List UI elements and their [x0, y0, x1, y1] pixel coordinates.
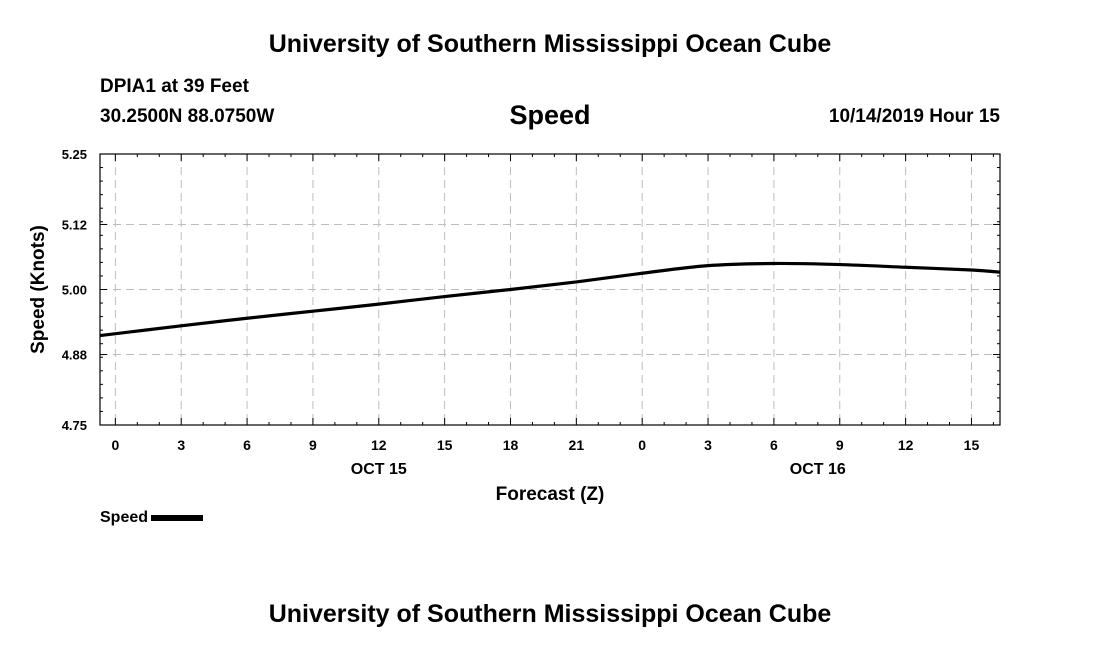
x-tick-label: 6	[770, 437, 778, 453]
y-tick-label: 5.12	[62, 217, 87, 232]
x-date-label: OCT 15	[351, 461, 407, 478]
y-axis-label: Speed (Knots)	[28, 225, 49, 354]
x-tick-label: 3	[177, 437, 185, 453]
x-tick-label: 12	[898, 437, 914, 453]
y-tick-label: 5.00	[62, 283, 87, 298]
x-tick-label: 3	[704, 437, 712, 453]
x-tick-label: 15	[964, 437, 980, 453]
legend-label: Speed	[100, 509, 149, 526]
y-tick-label: 5.25	[62, 147, 87, 162]
x-date-label: OCT 16	[790, 461, 846, 478]
legend: Speed	[100, 509, 204, 527]
valid-time-label: 10/14/2019 Hour 15	[828, 106, 1000, 127]
x-tick-label: 0	[111, 437, 119, 453]
parameter-title: Speed	[509, 100, 591, 130]
x-tick-label: 6	[243, 437, 251, 453]
legend-swatch-speed	[151, 515, 204, 521]
page-title: University of Southern Mississippi Ocean…	[268, 30, 832, 58]
x-tick-label: 0	[638, 437, 646, 453]
station-label: DPIA1 at 39 Feet	[100, 76, 249, 97]
plot-frame	[99, 153, 1001, 426]
coordinates-label: 30.2500N 88.0750W	[100, 106, 275, 127]
series-line-speed	[99, 261, 1001, 338]
footer-title: University of Southern Mississippi Ocean…	[268, 600, 832, 628]
x-axis-label: Forecast (Z)	[496, 484, 605, 505]
x-tick-label: 9	[836, 437, 844, 453]
x-tick-label: 21	[569, 437, 585, 453]
y-tick-label: 4.75	[62, 418, 87, 433]
x-tick-label: 15	[437, 437, 453, 453]
y-tick-label: 4.88	[62, 348, 87, 363]
x-tick-label: 12	[371, 437, 387, 453]
x-tick-label: 18	[503, 437, 519, 453]
x-tick-label: 9	[309, 437, 317, 453]
